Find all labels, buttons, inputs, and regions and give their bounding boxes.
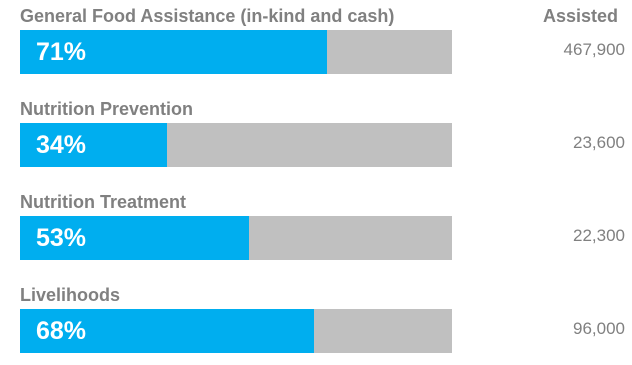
bar-label-nutrition-prevention: Nutrition Prevention xyxy=(20,99,194,119)
assisted-value-nutrition-treatment: 22,300 xyxy=(573,226,625,245)
bar-fill-nutrition-prevention xyxy=(20,123,167,167)
bar-label-livelihoods: Livelihoods xyxy=(20,285,121,305)
bar-percent-general-food-assistance: 71% xyxy=(36,38,87,66)
bar-fill-general-food-assistance xyxy=(20,30,327,74)
assisted-value-general-food-assistance: 467,900 xyxy=(563,40,625,59)
bar-percent-nutrition-prevention: 34% xyxy=(36,131,87,159)
bar-label-general-food-assistance: General Food Assistance (in-kind and cas… xyxy=(20,6,395,26)
chart: Assisted General Food Assistance (in-kin… xyxy=(0,6,632,353)
bar-row-nutrition-prevention: Nutrition Prevention 34% 23,600 xyxy=(0,99,632,179)
bar-row-livelihoods: Livelihoods 68% 96,000 xyxy=(0,285,632,365)
bar-percent-nutrition-treatment: 53% xyxy=(36,224,87,252)
bar-track-livelihoods: 68% xyxy=(20,309,452,353)
bar-track-general-food-assistance: 71% xyxy=(20,30,452,74)
bar-fill-nutrition-treatment xyxy=(20,216,249,260)
bar-label-nutrition-treatment: Nutrition Treatment xyxy=(20,192,187,212)
assisted-column-header: Assisted xyxy=(542,6,618,26)
bar-row-nutrition-treatment: Nutrition Treatment 53% 22,300 xyxy=(0,192,632,272)
bar-row-general-food-assistance: General Food Assistance (in-kind and cas… xyxy=(0,6,632,86)
bar-track-nutrition-treatment: 53% xyxy=(20,216,452,260)
bar-fill-livelihoods xyxy=(20,309,314,353)
assisted-value-nutrition-prevention: 23,600 xyxy=(573,133,625,152)
bar-percent-livelihoods: 68% xyxy=(36,317,87,345)
assisted-value-livelihoods: 96,000 xyxy=(573,319,625,338)
bar-track-nutrition-prevention: 34% xyxy=(20,123,452,167)
